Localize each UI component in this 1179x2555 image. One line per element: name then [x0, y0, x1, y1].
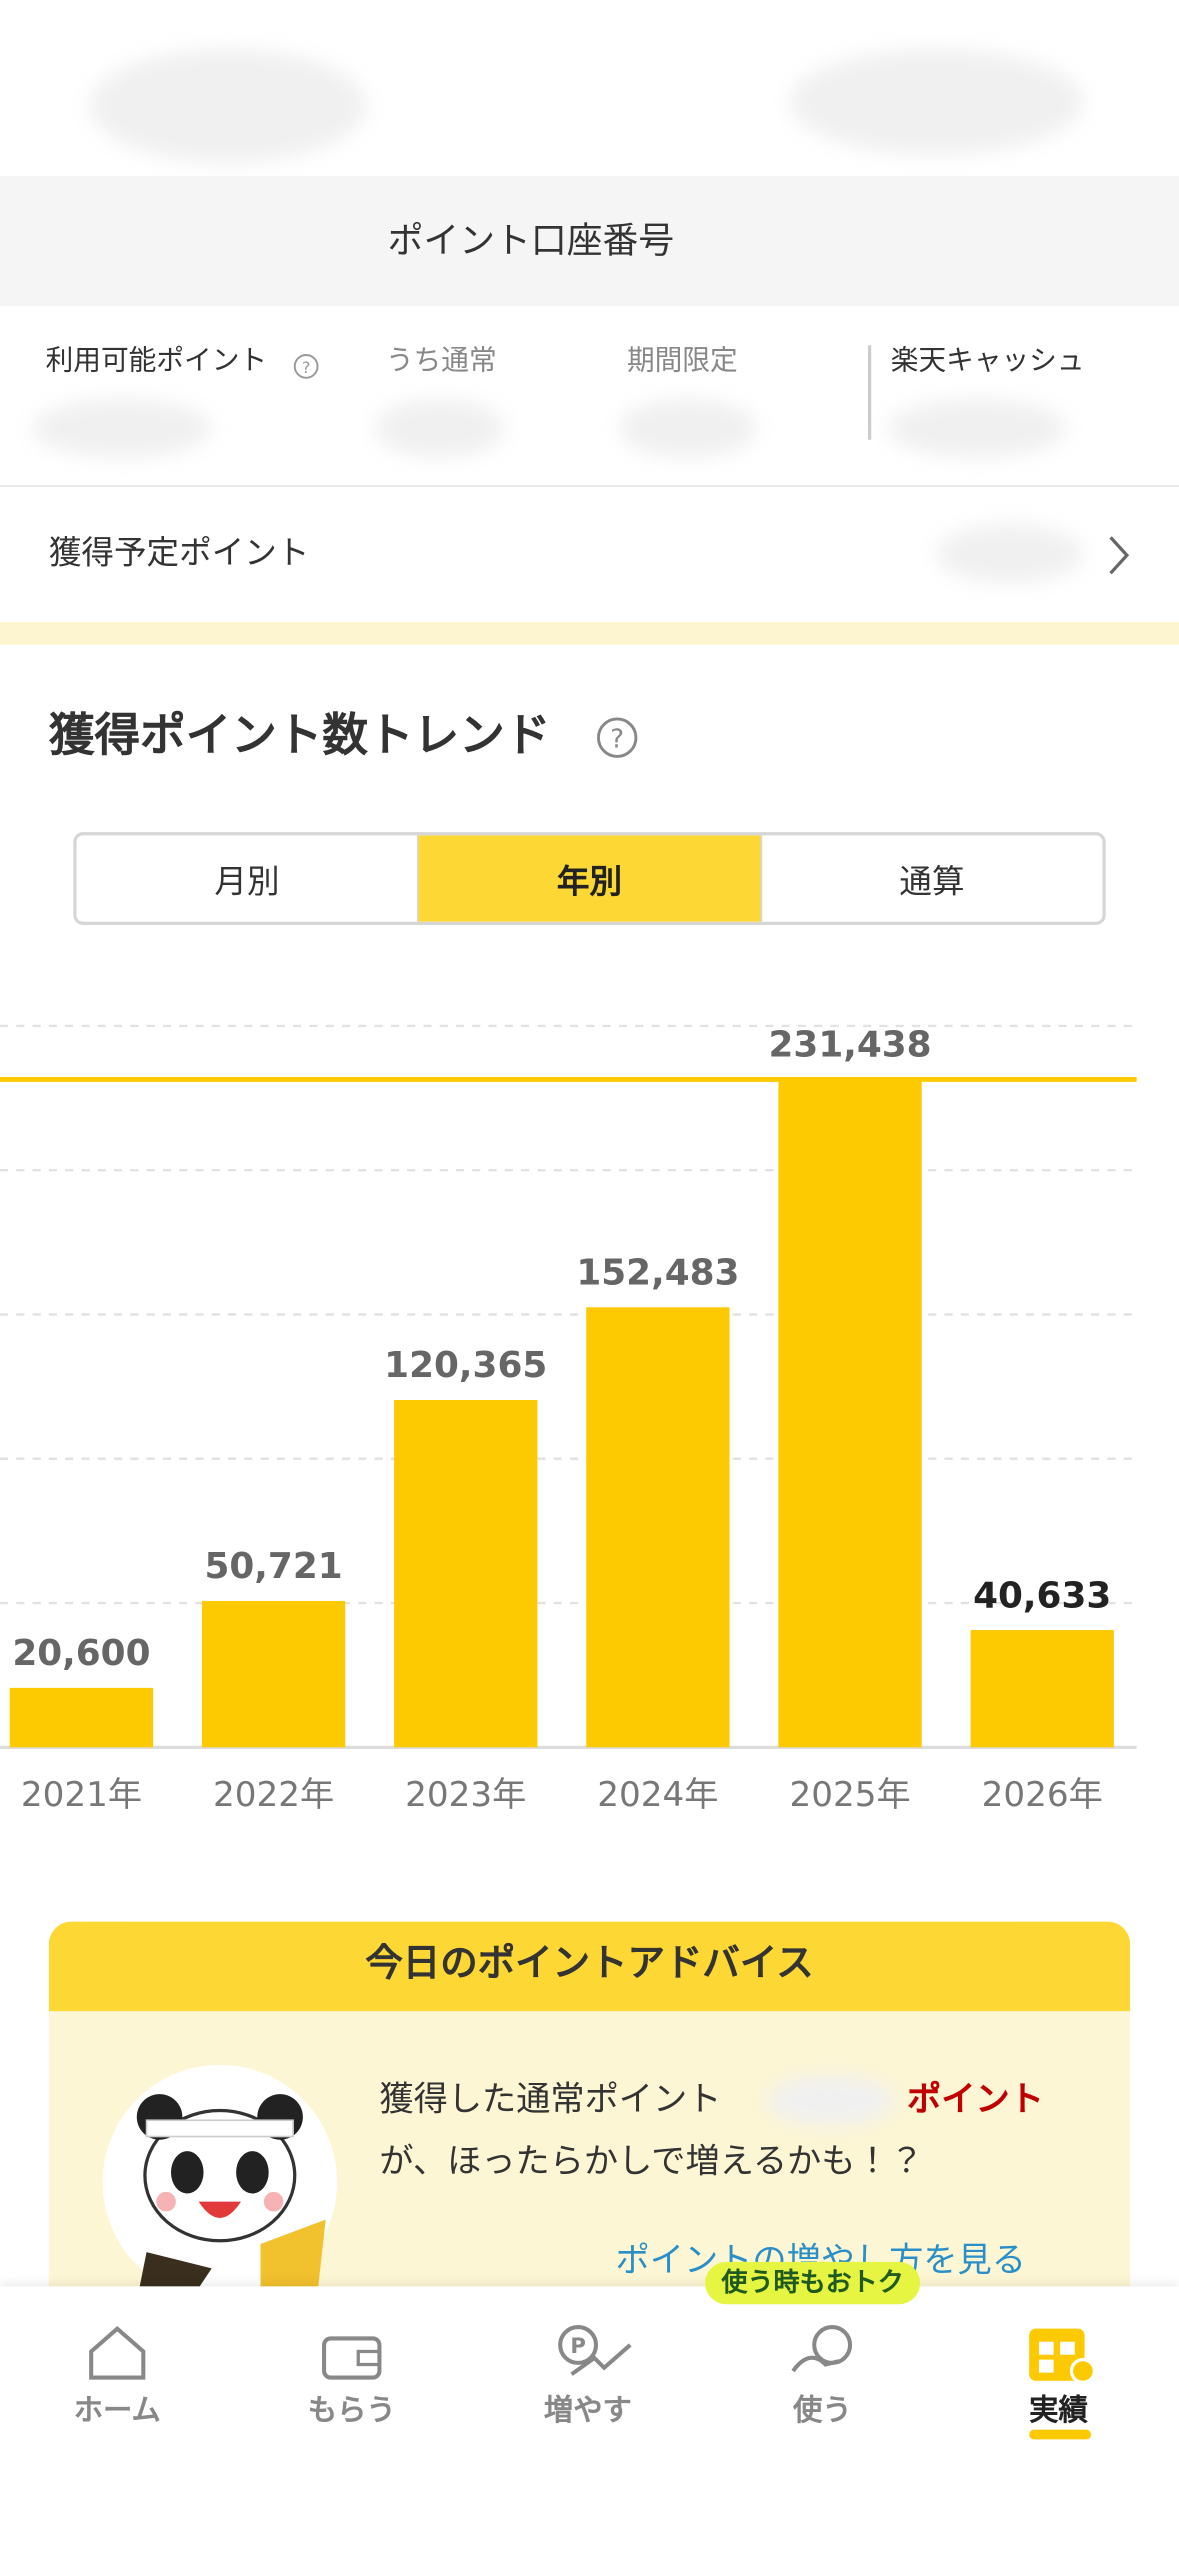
x-tick-label: 2021年: [21, 1775, 142, 1815]
divider: [0, 485, 1179, 487]
chart-title: 獲得ポイント数トレンド: [48, 708, 551, 763]
nav-icon[interactable]: [790, 2322, 862, 2381]
balance-label: 楽天キャッシュ: [890, 345, 1085, 378]
advice-highlight: ポイント: [907, 2079, 1044, 2119]
nav-label[interactable]: 増やす: [543, 2393, 632, 2429]
bar: [201, 1600, 346, 1748]
balance-label: 利用可能ポイント: [45, 345, 268, 378]
advice-title: 今日のポイントアドバイス: [365, 1942, 814, 1986]
band: [0, 622, 1179, 645]
x-tick-label: 2026年: [982, 1775, 1103, 1815]
chevron[interactable]: [1104, 533, 1133, 579]
bar: [586, 1307, 730, 1748]
value-label: 152,483: [576, 1253, 739, 1294]
x-tick-label: 2025年: [789, 1775, 910, 1815]
bar: [9, 1687, 154, 1748]
panda-illustration: [102, 2064, 338, 2293]
value-label: 120,365: [384, 1345, 547, 1386]
chart: 20,600 2021年 50,721 2022年 120,365 2023年 152,48…: [0, 1025, 1137, 1815]
segmented-control: 月別 年別 通算: [73, 832, 1106, 925]
advice-text: が、ほったらかしで増えるかも！？: [379, 2141, 924, 2181]
balance-label: 期間限定: [626, 345, 738, 378]
value-label: 20,600: [12, 1633, 150, 1674]
nav-label[interactable]: ホーム: [73, 2393, 161, 2429]
bar: [970, 1630, 1114, 1748]
redacted: [936, 524, 1083, 583]
svg-text:P: P: [570, 2333, 586, 2358]
nav-icon[interactable]: [319, 2322, 384, 2381]
nav-icon[interactable]: [1026, 2322, 1098, 2387]
value-label: 50,721: [204, 1546, 342, 1587]
nav-label[interactable]: もらう: [307, 2393, 396, 2429]
help-icon[interactable]: ?: [596, 717, 642, 763]
tab[interactable]: 年別: [419, 835, 762, 922]
svg-text:?: ?: [610, 724, 624, 754]
svg-text:?: ?: [302, 358, 311, 377]
bottom-nav: P ホーム もらう 増やす 使う 実績: [0, 2286, 1179, 2555]
advice-header: [48, 1921, 1131, 2012]
nav-label[interactable]: 実績: [1029, 2393, 1088, 2429]
redacted: [789, 48, 1083, 155]
divider: [867, 345, 872, 440]
account-label: ポイント口座番号: [387, 221, 675, 263]
tab[interactable]: 月別: [77, 835, 420, 922]
active-indicator: [1029, 2429, 1092, 2440]
pending-label[interactable]: 獲得予定ポイント: [48, 532, 310, 572]
redacted: [765, 2074, 896, 2127]
redacted: [618, 398, 758, 458]
help-icon[interactable]: ?: [291, 352, 320, 381]
account-band: [0, 175, 1179, 307]
nav-icon[interactable]: P: [555, 2322, 633, 2381]
advice-text: 獲得した通常ポイント: [379, 2079, 722, 2119]
x-tick-label: 2023年: [405, 1775, 526, 1815]
nav-label[interactable]: 使う: [793, 2393, 852, 2429]
redacted: [374, 398, 505, 458]
tab[interactable]: 通算: [899, 861, 965, 901]
redacted: [32, 398, 212, 458]
bar: [778, 1079, 922, 1748]
value-label: 231,438: [768, 1025, 931, 1066]
value-label: 40,633: [973, 1575, 1111, 1616]
nav-icon[interactable]: [85, 2322, 150, 2381]
x-tick-label: 2022年: [213, 1775, 334, 1815]
x-tick-label: 2024年: [597, 1775, 718, 1815]
nav-badge: 使う時もおトク: [705, 2261, 921, 2305]
redacted: [89, 48, 367, 163]
balance-label: うち通常: [385, 345, 497, 378]
bar: [394, 1400, 538, 1748]
redacted: [887, 398, 1067, 458]
